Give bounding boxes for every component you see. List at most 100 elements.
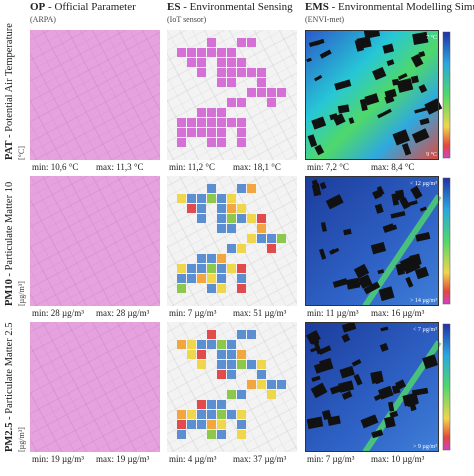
sensor-cell: [207, 108, 216, 117]
building: [418, 84, 428, 94]
sensor-cell: [177, 284, 186, 293]
building: [364, 93, 380, 106]
sensor-cell: [227, 340, 236, 349]
sensor-cell: [217, 118, 226, 127]
column-source: (IoT sensor): [167, 15, 207, 24]
building: [313, 341, 323, 355]
building: [424, 98, 443, 115]
sensor-cell: [187, 204, 196, 213]
sensor-cell: [187, 128, 196, 137]
building: [411, 128, 430, 144]
sensor-cell: [207, 254, 216, 263]
sensor-cell: [237, 284, 246, 293]
building: [363, 281, 381, 295]
streets: [30, 322, 160, 452]
map-frame: [305, 322, 439, 452]
sensor-cell: [177, 420, 186, 429]
column-source: (ENVI-met): [305, 15, 345, 24]
scale-bottom-label: > 14 µg/m³: [410, 298, 437, 304]
sensor-cell: [227, 48, 236, 57]
sensor-cell: [237, 38, 246, 47]
sensor-cell: [237, 330, 246, 339]
sensor-cell: [177, 340, 186, 349]
sensor-cell: [197, 264, 206, 273]
building: [390, 211, 406, 219]
sensor-cell: [227, 204, 236, 213]
building: [372, 189, 383, 200]
sensor-cell: [237, 244, 246, 253]
sensor-cell: [207, 330, 216, 339]
min-caption: min: 11,2 °C: [169, 162, 216, 172]
sensor-cell: [227, 224, 236, 233]
min-caption: min: 7 µg/m³: [169, 308, 217, 318]
building: [372, 66, 387, 81]
sensor-cell: [237, 264, 246, 273]
map-panel: [167, 30, 297, 160]
sensor-cell: [207, 184, 216, 193]
map-panel: [30, 30, 160, 160]
sensor-cell: [187, 350, 196, 359]
column-name: - Environmental Modelling Simulation: [331, 1, 474, 13]
sensor-cell: [257, 78, 266, 87]
building: [307, 134, 318, 148]
sensor-cell: [197, 410, 206, 419]
sensor-cell: [237, 98, 246, 107]
sensor-cell: [237, 420, 246, 429]
sensor-cell: [207, 430, 216, 439]
building: [341, 390, 353, 400]
sensor-cell: [237, 390, 246, 399]
building: [306, 330, 321, 345]
sensor-cell: [217, 360, 226, 369]
sensor-cell: [207, 340, 216, 349]
building: [386, 59, 395, 67]
sensor-cell: [257, 214, 266, 223]
sensor-cell: [207, 194, 216, 203]
sensor-cell: [227, 68, 236, 77]
building: [378, 286, 395, 302]
colorbar: [442, 31, 451, 159]
map-panel: < 12 µg/m³ > 14 µg/m³: [305, 176, 451, 306]
building: [412, 31, 429, 45]
map-panel: [167, 176, 297, 306]
sensor-cell: [237, 410, 246, 419]
sensor-cell: [247, 360, 256, 369]
sensor-cell: [207, 274, 216, 283]
row-unit: [°C]: [17, 146, 26, 160]
building: [395, 263, 405, 276]
min-caption: min: 7,2 °C: [307, 162, 349, 172]
building: [332, 278, 348, 288]
sensor-cell: [207, 118, 216, 127]
sensor-cell: [177, 410, 186, 419]
building: [414, 266, 429, 280]
sensor-cell: [217, 128, 226, 137]
building: [380, 326, 389, 332]
sensor-cell: [217, 420, 226, 429]
building: [405, 276, 414, 288]
row-label: PM2.5 - Particulate Matter 2.5: [4, 323, 15, 452]
sensor-cell: [247, 330, 256, 339]
building: [337, 104, 350, 114]
sensor-cell: [237, 184, 246, 193]
sensor-cell: [267, 380, 276, 389]
building: [414, 106, 431, 114]
sensor-cell: [197, 48, 206, 57]
building: [419, 117, 430, 126]
row-unit: [µg/m³]: [17, 427, 26, 452]
row-code: PM2.5: [4, 422, 15, 452]
sensor-cell: [187, 48, 196, 57]
sensor-cell: [207, 410, 216, 419]
row-code: PAT: [4, 140, 15, 160]
sensor-cell: [217, 254, 226, 263]
max-caption: max: 37 µg/m³: [233, 454, 287, 464]
column-header: ES - Environmental Sensing: [167, 1, 293, 13]
sensor-cell: [237, 360, 246, 369]
column-source: (ARPA): [30, 15, 56, 24]
building: [377, 385, 394, 400]
building: [377, 269, 385, 275]
sensor-cell: [247, 234, 256, 243]
building: [339, 365, 355, 379]
building: [346, 277, 361, 290]
building: [360, 414, 379, 429]
building: [397, 72, 408, 81]
sensor-cell: [197, 340, 206, 349]
